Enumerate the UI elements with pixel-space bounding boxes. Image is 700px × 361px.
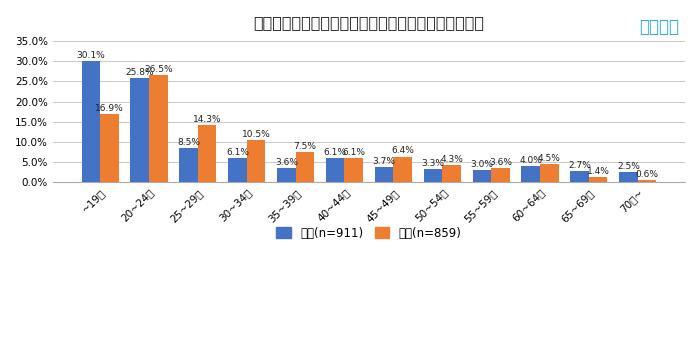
- Bar: [393, 157, 412, 182]
- Bar: [100, 114, 119, 182]
- Text: 6.1%: 6.1%: [323, 148, 346, 157]
- Text: 4.3%: 4.3%: [440, 155, 463, 164]
- Text: 4.0%: 4.0%: [519, 156, 542, 165]
- Text: 3.7%: 3.7%: [372, 157, 396, 166]
- Bar: [589, 177, 608, 182]
- Bar: [638, 180, 657, 182]
- Text: 26.5%: 26.5%: [144, 65, 173, 74]
- Text: 14.3%: 14.3%: [193, 114, 221, 123]
- Bar: [374, 168, 393, 182]
- Text: 10.5%: 10.5%: [241, 130, 270, 139]
- Bar: [326, 158, 344, 182]
- Bar: [130, 78, 149, 182]
- Bar: [442, 165, 461, 182]
- Text: 6.1%: 6.1%: [342, 148, 365, 157]
- Text: 7.5%: 7.5%: [293, 142, 316, 151]
- Bar: [295, 152, 314, 182]
- Text: 25.8%: 25.8%: [125, 68, 154, 77]
- Text: 2.5%: 2.5%: [617, 162, 640, 171]
- Text: 8.5%: 8.5%: [177, 138, 200, 147]
- Bar: [198, 125, 216, 182]
- Text: 6.4%: 6.4%: [391, 147, 414, 156]
- Text: 3.6%: 3.6%: [275, 158, 298, 167]
- Bar: [522, 166, 540, 182]
- Bar: [149, 75, 167, 182]
- Bar: [424, 169, 442, 182]
- Bar: [247, 140, 265, 182]
- Text: 3.0%: 3.0%: [470, 160, 494, 169]
- Text: 4.5%: 4.5%: [538, 154, 561, 163]
- Bar: [619, 172, 638, 182]
- Bar: [570, 171, 589, 182]
- Bar: [491, 168, 510, 182]
- Text: 3.6%: 3.6%: [489, 158, 512, 167]
- Bar: [82, 61, 100, 182]
- Title: 初めて「ひとり旅」へ行った年齢を教えてください。: 初めて「ひとり旅」へ行った年齢を教えてください。: [253, 15, 484, 30]
- Text: 6.1%: 6.1%: [226, 148, 249, 157]
- Bar: [228, 158, 247, 182]
- Text: 0.6%: 0.6%: [636, 170, 659, 179]
- Text: 2.7%: 2.7%: [568, 161, 591, 170]
- Bar: [473, 170, 491, 182]
- Bar: [540, 164, 559, 182]
- Bar: [344, 158, 363, 182]
- Text: エアトリ: エアトリ: [639, 18, 679, 36]
- Text: 1.4%: 1.4%: [587, 167, 610, 176]
- Bar: [277, 168, 295, 182]
- Legend: 男性(n=911), 女性(n=859): 男性(n=911), 女性(n=859): [272, 222, 466, 244]
- Text: 3.3%: 3.3%: [421, 159, 444, 168]
- Bar: [179, 148, 198, 182]
- Text: 16.9%: 16.9%: [95, 104, 124, 113]
- Text: 30.1%: 30.1%: [76, 51, 105, 60]
